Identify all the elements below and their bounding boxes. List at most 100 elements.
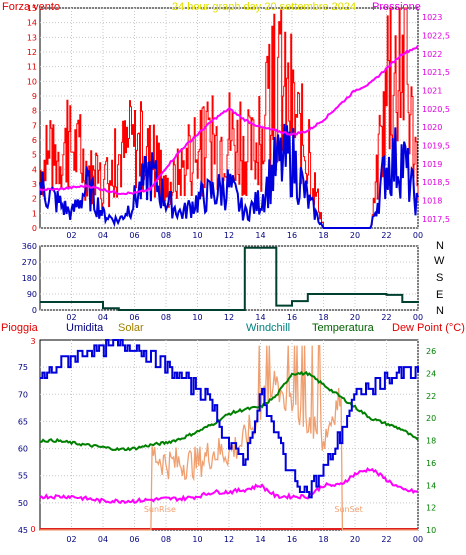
panel3-x-tick: 10 xyxy=(192,535,202,544)
panel1-x-tick: 14 xyxy=(255,231,265,240)
panel1-x-tick: 18 xyxy=(318,231,328,240)
panel3-x-tick: 04 xyxy=(98,535,108,544)
panel1-x-tick: 06 xyxy=(129,231,139,240)
umidita-label: Umidita xyxy=(66,322,104,334)
panel1-right-tick: 1020 xyxy=(422,123,442,132)
pressione-label: Pressione xyxy=(372,1,421,13)
panel1-right-tick: 1017,5 xyxy=(422,215,450,224)
panel1-right-tick: 1022 xyxy=(422,50,442,59)
panel1-right-tick: 1019,5 xyxy=(422,142,450,151)
panel1-left-tick: 7 xyxy=(32,121,37,130)
panel1-left-tick: 6 xyxy=(32,136,37,145)
panel1-left-tick: 9 xyxy=(32,92,37,101)
panel3-left-tick: 45 xyxy=(18,526,28,535)
panel2-x-tick: 04 xyxy=(98,313,108,322)
forza-vento-label: Forza vento xyxy=(2,1,61,13)
panel1-x-tick: 04 xyxy=(98,231,108,240)
panel2-x-tick: 20 xyxy=(350,313,360,322)
panel3-right-tick: 16 xyxy=(426,459,436,468)
panel2-x-tick: 06 xyxy=(129,313,139,322)
panel3-right-tick: 24 xyxy=(426,370,436,379)
panel1-x-tick: 22 xyxy=(381,231,391,240)
sunset-label: SunSet xyxy=(334,505,362,514)
rain-axis-zero-tick: 0 xyxy=(30,525,35,534)
panel3-x-tick: 02 xyxy=(66,535,76,544)
panel1-right-tick: 1023 xyxy=(422,13,442,22)
panel1-left-tick: 11 xyxy=(27,63,37,72)
dewpoint-label: Dew Point (°C) xyxy=(392,322,465,334)
panel2-x-tick: 02 xyxy=(66,313,76,322)
panel1-x-tick: 12 xyxy=(224,231,234,240)
panel1-left-tick: 15 xyxy=(27,4,37,13)
panel3-right-tick: 26 xyxy=(426,347,436,356)
panel1-x-tick: 08 xyxy=(161,231,171,240)
panel1-right-tick: 1018 xyxy=(422,197,442,206)
panel2-y-tick: 270 xyxy=(22,258,37,267)
panel1-x-tick: 16 xyxy=(287,231,297,240)
panel3-x-tick: 12 xyxy=(224,535,234,544)
panel3-frame xyxy=(39,339,419,531)
panel2-x-tick: 22 xyxy=(381,313,391,322)
panel2-x-tick: 00 xyxy=(413,313,423,322)
wind-direction-line xyxy=(40,246,419,311)
panel3-right-tick: 22 xyxy=(426,392,436,401)
direction-n-top: N xyxy=(436,240,444,252)
panel1-left-tick: 12 xyxy=(27,48,37,57)
panel1-right-tick: 1021 xyxy=(422,87,442,96)
wind-series-line xyxy=(39,123,419,229)
panel1-left-tick: 14 xyxy=(27,19,37,28)
panel3-right-tick: 10 xyxy=(426,526,436,535)
panel1-left-tick: 0 xyxy=(32,224,37,233)
panel1-left-tick: 4 xyxy=(32,165,37,174)
panel2-y-tick: 0 xyxy=(32,306,37,315)
panel2-y-tick: 360 xyxy=(22,242,37,251)
panel3-x-tick: 08 xyxy=(161,535,171,544)
panel2-x-tick: 08 xyxy=(161,313,171,322)
panel1-left-tick: 10 xyxy=(27,77,37,86)
panel1-left-tick: 2 xyxy=(32,195,37,204)
panel1-right-tick: 1018,5 xyxy=(422,178,450,187)
panel3-left-tick: 55 xyxy=(18,472,28,481)
solar-series-line xyxy=(40,344,418,531)
panel3-x-tick: 16 xyxy=(287,535,297,544)
panel1-title: 24 hour graph day 20 settembre 2024 xyxy=(172,1,357,13)
panel1-x-tick: 20 xyxy=(350,231,360,240)
panel2-x-tick: 16 xyxy=(287,313,297,322)
panel1-left-tick: 5 xyxy=(32,151,37,160)
panel3-x-tick: 22 xyxy=(381,535,391,544)
panel3-left-tick: 65 xyxy=(18,417,28,426)
panel3-right-tick: 18 xyxy=(426,437,436,446)
panel3-right-tick: 20 xyxy=(426,414,436,423)
panel1-left-tick: 13 xyxy=(27,33,37,42)
solar-label: Solar xyxy=(118,322,144,334)
panel1-right-tick: 1021,5 xyxy=(422,68,450,77)
panel1-x-tick: 00 xyxy=(413,231,423,240)
sunrise-label: SunRise xyxy=(144,505,176,514)
direction-e: E xyxy=(436,289,444,301)
windchill-label: Windchill xyxy=(246,322,291,334)
panel2-y-tick: 90 xyxy=(27,290,37,299)
panel1-right-tick: 1019 xyxy=(422,160,442,169)
pioggia-label: Pioggia xyxy=(1,322,38,334)
temperatura-label: Temperatura xyxy=(312,322,374,334)
panel3-left-tick: 50 xyxy=(18,499,28,508)
panel3-right-tick: 14 xyxy=(426,481,436,490)
temperature-series-line xyxy=(39,370,419,452)
rain-axis-top-tick: 3 xyxy=(30,337,35,346)
panel3-left-tick: 70 xyxy=(18,390,28,399)
panel3-x-tick: 20 xyxy=(350,535,360,544)
direction-s: S xyxy=(436,272,444,284)
humidity-series-line xyxy=(40,339,419,499)
panel1-left-tick: 3 xyxy=(32,180,37,189)
panel2-y-tick: 180 xyxy=(22,274,37,283)
panel3-x-tick: 18 xyxy=(318,535,328,544)
pressure-series-line xyxy=(39,44,419,196)
panel3-right-tick: 12 xyxy=(426,504,436,513)
panel3-left-tick: 75 xyxy=(18,363,28,372)
panel3-x-tick: 06 xyxy=(129,535,139,544)
panel2-x-tick: 14 xyxy=(255,313,265,322)
panel1-right-tick: 1020,5 xyxy=(422,105,450,114)
panel1-x-tick: 02 xyxy=(66,231,76,240)
